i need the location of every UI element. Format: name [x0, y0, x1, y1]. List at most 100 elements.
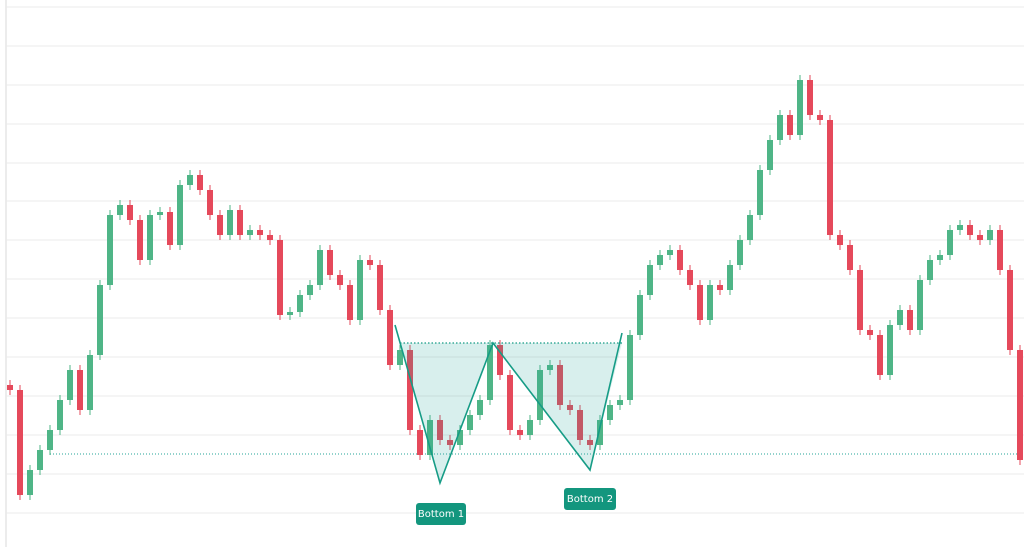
candle-body: [67, 370, 73, 400]
candle-body: [367, 260, 373, 265]
candle-body: [187, 175, 193, 185]
candle-body: [867, 330, 873, 335]
candle-body: [127, 205, 133, 220]
candle-body: [217, 215, 223, 235]
candle-body: [7, 385, 13, 390]
candle-body: [167, 212, 173, 245]
candle-body: [457, 430, 463, 445]
candle-body: [37, 450, 43, 470]
candle-body: [197, 175, 203, 190]
candle-body: [987, 230, 993, 240]
annotation-box: [564, 488, 616, 510]
candle-body: [147, 215, 153, 260]
candle-body: [837, 235, 843, 245]
candle-body: [817, 115, 823, 120]
candle-body: [397, 350, 403, 365]
candle-body: [757, 170, 763, 215]
candle-body: [177, 185, 183, 245]
candle-body: [247, 230, 253, 235]
candle-body: [587, 440, 593, 445]
candle-body: [807, 80, 813, 115]
candle-body: [487, 345, 493, 400]
candle-body: [517, 430, 523, 435]
candle-body: [677, 250, 683, 270]
candle-body: [787, 115, 793, 135]
candle-body: [307, 285, 313, 295]
candle-body: [547, 365, 553, 370]
candle-body: [447, 440, 453, 445]
candle-body: [597, 420, 603, 445]
candle-body: [557, 365, 563, 405]
annotation-box: [416, 503, 466, 525]
candle-body: [347, 285, 353, 320]
candle-body: [467, 415, 473, 430]
candle-body: [27, 470, 33, 495]
candle-body: [417, 430, 423, 455]
candle-body: [87, 355, 93, 410]
candle-body: [377, 265, 383, 310]
candle-body: [437, 420, 443, 440]
pattern-line: [394, 324, 623, 486]
candle-body: [577, 410, 583, 440]
candle-body: [237, 210, 243, 235]
candle-body: [47, 430, 53, 450]
candle-body: [107, 215, 113, 285]
candle-body: [647, 265, 653, 295]
candle-body: [947, 230, 953, 255]
candle-body: [97, 285, 103, 355]
candle-body: [387, 310, 393, 365]
candle-body: [327, 250, 333, 275]
candle-body: [767, 140, 773, 170]
candle-body: [937, 255, 943, 260]
candle-body: [857, 270, 863, 330]
candle-body: [737, 240, 743, 265]
candle-body: [407, 350, 413, 430]
candle-body: [727, 265, 733, 290]
candle-body: [1007, 270, 1013, 350]
candle-body: [317, 250, 323, 285]
candle-body: [297, 295, 303, 312]
candle-body: [747, 215, 753, 240]
candle-body: [997, 230, 1003, 270]
pattern-fill: [400, 343, 622, 483]
candle-body: [227, 210, 233, 235]
candle-body: [527, 420, 533, 435]
candle-body: [957, 225, 963, 230]
candle-body: [57, 400, 63, 430]
candle-body: [617, 400, 623, 405]
candle-body: [917, 280, 923, 330]
candle-body: [567, 405, 573, 410]
candle-body: [337, 275, 343, 285]
candle-body: [207, 190, 213, 215]
candle-body: [667, 250, 673, 255]
candle-body: [267, 235, 273, 240]
candle-body: [877, 335, 883, 375]
candle-body: [847, 245, 853, 270]
candle-body: [277, 240, 283, 315]
candle-body: [17, 390, 23, 495]
annotation-label: Bottom 1: [418, 509, 464, 520]
candle-body: [1017, 350, 1023, 460]
candle-body: [507, 375, 513, 430]
candle-body: [887, 325, 893, 375]
candle-body: [287, 312, 293, 315]
candle-body: [257, 230, 263, 235]
candle-body: [687, 270, 693, 285]
candle-body: [607, 405, 613, 420]
candle-body: [977, 235, 983, 240]
candle-body: [77, 370, 83, 410]
candle-body: [627, 335, 633, 400]
candle-body: [827, 120, 833, 235]
candle-body: [477, 400, 483, 415]
candle-body: [637, 295, 643, 335]
candle-body: [537, 370, 543, 420]
candle-body: [907, 310, 913, 330]
candle-body: [657, 255, 663, 265]
candle-body: [717, 285, 723, 290]
candle-body: [777, 115, 783, 140]
candle-body: [897, 310, 903, 325]
candle-body: [967, 225, 973, 235]
candle-body: [927, 260, 933, 280]
candle-body: [137, 220, 143, 260]
